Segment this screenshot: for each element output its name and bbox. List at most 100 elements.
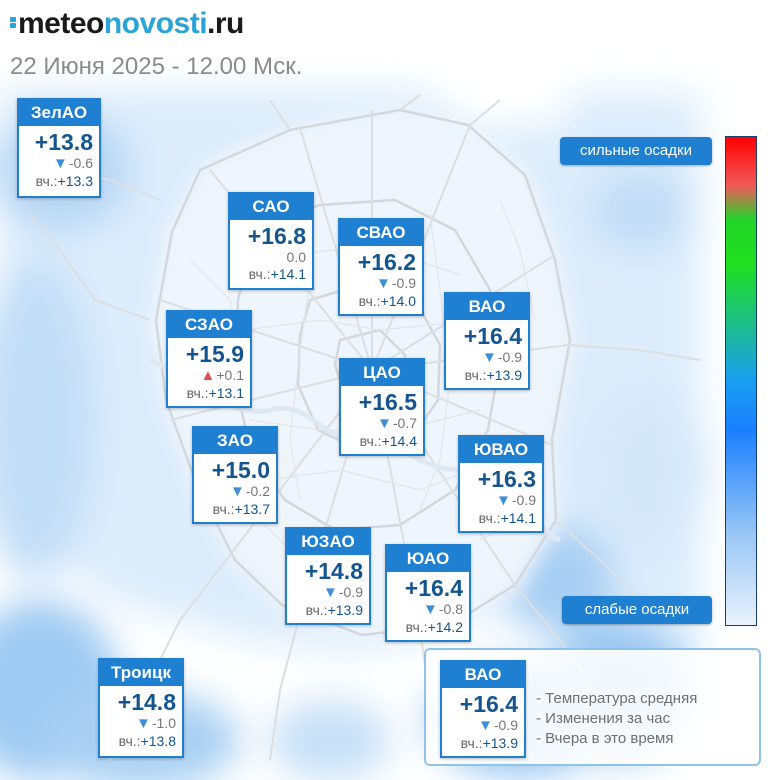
district-temperature: +16.4 (404, 575, 463, 601)
hourly-change: ▼-0.9 (460, 492, 542, 509)
triangle-down-icon: ▼ (478, 717, 493, 734)
district-name: СВАО (340, 220, 422, 246)
yesterday-temperature: вч.:+14.4 (341, 432, 423, 450)
yesterday-value: +14.2 (427, 619, 463, 635)
hourly-change: ▼-0.9 (287, 584, 369, 601)
triangle-down-icon: ▼ (482, 349, 497, 366)
district-temperature: +14.8 (117, 689, 176, 715)
district-temperature: +15.0 (211, 457, 270, 483)
logo-mark-icon (10, 16, 16, 29)
district-card-sao[interactable]: САО +16.8 0.0 вч.:+14.1 (228, 192, 314, 290)
yesterday-label: вч.: (460, 735, 483, 751)
site-logo[interactable]: meteonovosti.ru (10, 6, 244, 42)
district-name: Троицк (100, 660, 182, 686)
district-card-zao[interactable]: ЗАО +15.0 ▼-0.2 вч.:+13.7 (192, 426, 278, 524)
yesterday-label: вч.: (35, 173, 58, 189)
yesterday-temperature: вч.:+13.9 (287, 601, 369, 619)
yesterday-temperature: вч.:+13.9 (446, 366, 528, 384)
yesterday-temperature: вч.:+14.1 (460, 509, 542, 527)
district-name: ЦАО (341, 360, 423, 386)
yesterday-value: +13.3 (57, 173, 93, 189)
district-card-zelao[interactable]: ЗелАО +13.8 ▼-0.6 вч.:+13.3 (17, 98, 101, 198)
yesterday-temperature: вч.:+14.1 (230, 265, 312, 283)
hourly-change-value: -0.7 (392, 415, 417, 431)
district-card-svao[interactable]: СВАО +16.2 ▼-0.9 вч.:+14.0 (338, 218, 424, 316)
hourly-change-value: -0.9 (511, 492, 536, 508)
yesterday-temperature: вч.:+13.9 (442, 734, 524, 752)
hourly-change-value: -1.0 (151, 715, 176, 731)
hourly-change-value: -0.9 (338, 584, 363, 600)
triangle-down-icon: ▼ (323, 584, 338, 601)
hourly-change-value: -0.9 (497, 349, 522, 365)
yesterday-label: вч.: (248, 266, 271, 282)
district-name: ЮВАО (460, 437, 542, 463)
yesterday-temperature: вч.:+14.0 (340, 292, 422, 310)
hourly-change: ▼-0.8 (387, 601, 469, 618)
hourly-change-value: -0.9 (391, 275, 416, 291)
yesterday-label: вч.: (118, 733, 141, 749)
triangle-down-icon: ▼ (376, 275, 391, 292)
yesterday-temperature: вч.:+13.1 (168, 384, 250, 402)
yesterday-value: +14.1 (500, 510, 536, 526)
hourly-change: ▼-1.0 (100, 715, 182, 732)
district-card-yuvao[interactable]: ЮВАО +16.3 ▼-0.9 вч.:+14.1 (458, 435, 544, 533)
district-temperature: +16.8 (247, 223, 306, 249)
yesterday-value: +13.7 (234, 501, 270, 517)
triangle-down-icon: ▼ (53, 155, 68, 172)
yesterday-value: +14.0 (380, 293, 416, 309)
legend-item-yesterday: - Вчера в это время (536, 730, 674, 747)
yesterday-value: +14.4 (381, 433, 417, 449)
precipitation-scale-bar (725, 136, 757, 626)
forecast-datetime: 22 Июня 2025 - 12.00 Мск. (10, 53, 303, 80)
district-name: ЗАО (194, 428, 276, 454)
district-name: ЮЗАО (287, 529, 369, 555)
yesterday-value: +13.9 (327, 602, 363, 618)
hourly-change-value: -0.9 (493, 717, 518, 733)
yesterday-label: вч.: (212, 501, 235, 517)
hourly-change: ▲+0.1 (168, 367, 250, 384)
district-name: ЮАО (387, 546, 469, 572)
yesterday-label: вч.: (478, 510, 501, 526)
scale-label-light: слабые осадки (562, 596, 712, 624)
district-temperature: +14.8 (304, 558, 363, 584)
triangle-down-icon: ▼ (136, 715, 151, 732)
district-card-szao[interactable]: СЗАО +15.9 ▲+0.1 вч.:+13.1 (166, 310, 252, 408)
district-card-troitsk[interactable]: Троицк +14.8 ▼-1.0 вч.:+13.8 (98, 658, 184, 758)
district-card-yuzao[interactable]: ЮЗАО +14.8 ▼-0.9 вч.:+13.9 (285, 527, 371, 625)
legend-item-change: - Изменения за час (536, 710, 671, 727)
hourly-change-value: +0.1 (216, 367, 244, 383)
district-card-legend-example: ВАО +16.4 ▼-0.9 вч.:+13.9 (440, 660, 526, 758)
hourly-change: 0.0 (230, 249, 312, 265)
yesterday-label: вч.: (186, 385, 209, 401)
hourly-change-value: -0.2 (245, 483, 270, 499)
triangle-down-icon: ▼ (377, 415, 392, 432)
yesterday-label: вч.: (359, 433, 382, 449)
district-temperature: +16.3 (477, 466, 536, 492)
district-card-yuao[interactable]: ЮАО +16.4 ▼-0.8 вч.:+14.2 (385, 544, 471, 642)
hourly-change: ▼-0.9 (442, 717, 524, 734)
legend-list: - Температура средняя - Изменения за час… (536, 689, 697, 749)
district-temperature: +16.4 (463, 323, 522, 349)
hourly-change: ▼-0.7 (341, 415, 423, 432)
yesterday-label: вч.: (464, 367, 487, 383)
yesterday-temperature: вч.:+14.2 (387, 618, 469, 636)
triangle-up-icon: ▲ (200, 367, 216, 384)
district-temperature: +16.2 (357, 249, 416, 275)
district-card-cao[interactable]: ЦАО +16.5 ▼-0.7 вч.:+14.4 (339, 358, 425, 456)
hourly-change-value: 0.0 (286, 249, 306, 265)
yesterday-value: +13.8 (140, 733, 176, 749)
district-temperature: +15.9 (185, 341, 244, 367)
district-temperature: +16.4 (459, 691, 518, 717)
hourly-change: ▼-0.6 (19, 155, 99, 172)
triangle-down-icon: ▼ (423, 601, 438, 618)
hourly-change: ▼-0.9 (446, 349, 528, 366)
yesterday-label: вч.: (405, 619, 428, 635)
triangle-down-icon: ▼ (496, 492, 511, 509)
district-temperature: +16.5 (358, 389, 417, 415)
yesterday-label: вч.: (358, 293, 381, 309)
hourly-change-value: -0.8 (438, 601, 463, 617)
district-temperature: +13.8 (34, 129, 93, 155)
yesterday-temperature: вч.:+13.8 (100, 732, 182, 750)
legend-box: ВАО +16.4 ▼-0.9 вч.:+13.9 - Температура сре… (424, 648, 761, 766)
district-card-vao[interactable]: ВАО +16.4 ▼-0.9 вч.:+13.9 (444, 292, 530, 390)
